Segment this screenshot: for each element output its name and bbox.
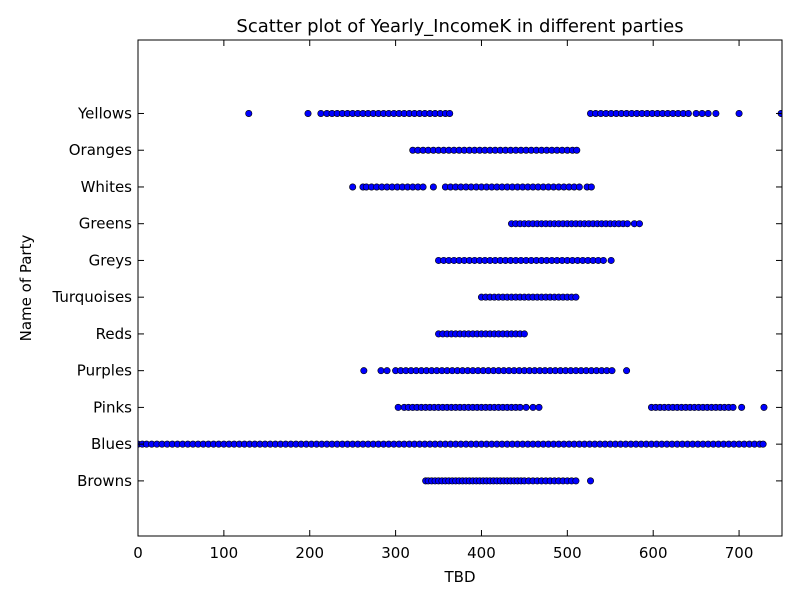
data-point: [587, 477, 595, 485]
x-tick-label: 0: [133, 544, 143, 562]
data-point: [572, 477, 580, 485]
data-point: [535, 403, 543, 411]
y-tick-label: Yellows: [77, 104, 132, 122]
chart-title: Scatter plot of Yearly_IncomeK in differ…: [236, 16, 683, 37]
data-point: [520, 330, 528, 338]
data-point: [360, 367, 368, 375]
data-point: [607, 256, 615, 264]
plot-area-frame: [137, 39, 783, 537]
data-point: [759, 440, 767, 448]
data-point: [245, 109, 253, 117]
data-point: [572, 293, 580, 301]
data-point: [635, 220, 643, 228]
x-tick-label: 500: [553, 544, 582, 562]
data-point: [383, 367, 391, 375]
data-point: [760, 403, 768, 411]
data-point: [529, 403, 537, 411]
data-point: [587, 183, 595, 191]
y-tick-label: Greens: [79, 215, 132, 233]
data-point: [394, 403, 402, 411]
x-axis: 0 100 200 300 400 500 600 700: [133, 40, 753, 562]
data-point: [735, 109, 743, 117]
data-point: [684, 109, 692, 117]
data-point: [317, 109, 325, 117]
data-point: [599, 256, 607, 264]
y-tick-label: Turquoises: [51, 288, 132, 306]
y-tick-label: Pinks: [93, 398, 132, 416]
data-point: [738, 403, 746, 411]
x-tick-label: 300: [381, 544, 410, 562]
y-tick-label: Whites: [81, 178, 133, 196]
data-point: [573, 146, 581, 154]
x-tick-label: 700: [725, 544, 754, 562]
data-point: [304, 109, 312, 117]
data-point: [446, 109, 454, 117]
y-axis: Browns Blues Pinks Purples Reds Turquoises Gre…: [51, 104, 782, 490]
x-tick-label: 600: [639, 544, 668, 562]
data-point: [522, 403, 530, 411]
x-tick-label: 200: [295, 544, 324, 562]
data-point: [575, 183, 583, 191]
data-point: [516, 403, 524, 411]
data-point: [349, 183, 357, 191]
data-point: [729, 403, 737, 411]
y-tick-label: Reds: [96, 325, 132, 343]
y-tick-label: Oranges: [69, 141, 132, 159]
data-point: [377, 367, 385, 375]
data-points: [138, 109, 782, 485]
y-tick-label: Blues: [91, 435, 132, 453]
data-point: [623, 220, 631, 228]
data-point: [704, 109, 712, 117]
y-tick-label: Browns: [77, 472, 132, 490]
data-point: [429, 183, 437, 191]
x-tick-label: 100: [210, 544, 239, 562]
x-tick-label: 400: [467, 544, 496, 562]
data-point: [608, 367, 616, 375]
y-tick-label: Purples: [77, 362, 132, 380]
x-axis-label: TBD: [443, 568, 475, 586]
y-axis-label: Name of Party: [17, 235, 35, 342]
data-point: [698, 109, 706, 117]
y-tick-label: Greys: [89, 251, 133, 269]
data-point: [419, 183, 427, 191]
data-point: [623, 367, 631, 375]
data-point: [692, 109, 700, 117]
data-point: [712, 109, 720, 117]
